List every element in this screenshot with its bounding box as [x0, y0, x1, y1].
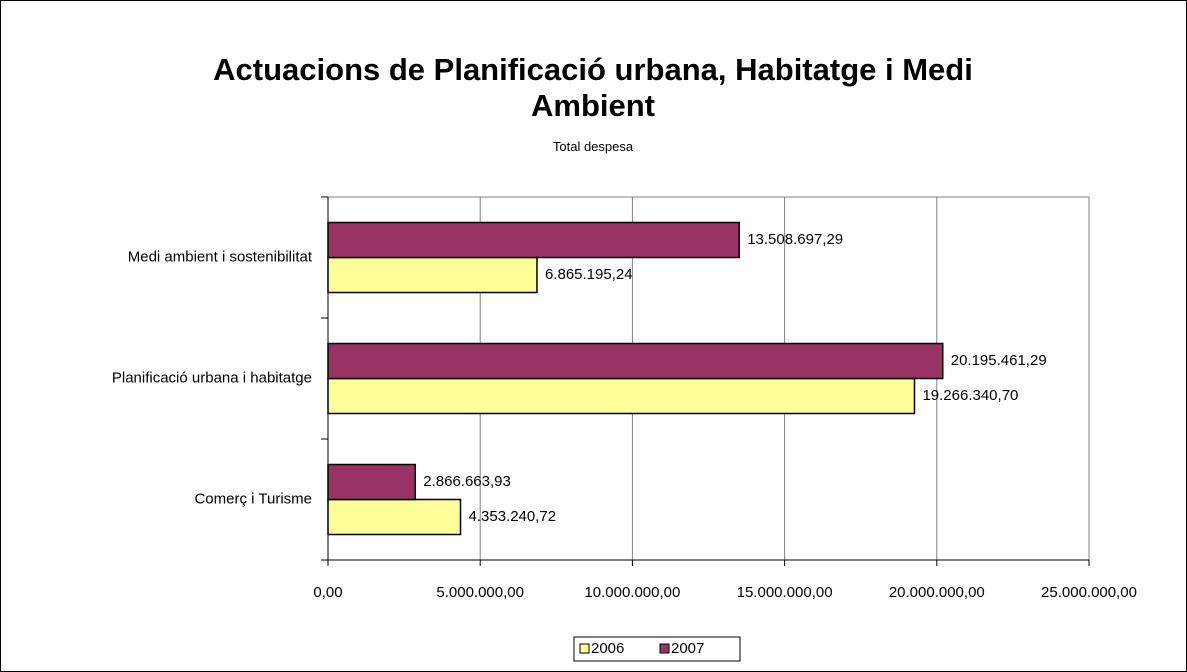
x-tick-label: 15.000.000,00 [737, 584, 833, 601]
y-tick-label: Comerç i Turisme [194, 490, 312, 507]
x-tick-label: 25.000.000,00 [1041, 584, 1137, 601]
bar [327, 377, 916, 415]
value-label: 6.865.195,24 [545, 266, 633, 283]
legend-label: 2007 [671, 640, 704, 657]
legend-box [573, 636, 741, 662]
legend-swatch [579, 643, 590, 654]
value-label: 20.195.461,29 [951, 352, 1047, 369]
x-tick-label: 10.000.000,00 [584, 584, 680, 601]
legend-label: 2006 [591, 640, 624, 657]
x-tick-label: 0,00 [313, 584, 342, 601]
x-tick-label: 5.000.000,00 [436, 584, 524, 601]
bar [327, 221, 740, 259]
value-label: 4.353.240,72 [469, 508, 557, 525]
bar [327, 256, 538, 294]
value-label: 19.266.340,70 [922, 387, 1018, 404]
chart-subtitle: Total despesa [552, 139, 634, 154]
value-label: 2.866.663,93 [423, 473, 511, 490]
legend-swatch [659, 643, 670, 654]
bar [327, 498, 462, 536]
value-label: 13.508.697,29 [747, 231, 843, 248]
chart-title: Actuacions de Planificació urbana, Habit… [213, 52, 973, 123]
y-tick-label: Planificació urbana i habitatge [112, 369, 312, 386]
x-tick-label: 20.000.000,00 [889, 584, 985, 601]
bar [327, 342, 944, 380]
bar [327, 463, 417, 501]
y-tick-label: Medi ambient i sostenibilitat [128, 248, 313, 265]
